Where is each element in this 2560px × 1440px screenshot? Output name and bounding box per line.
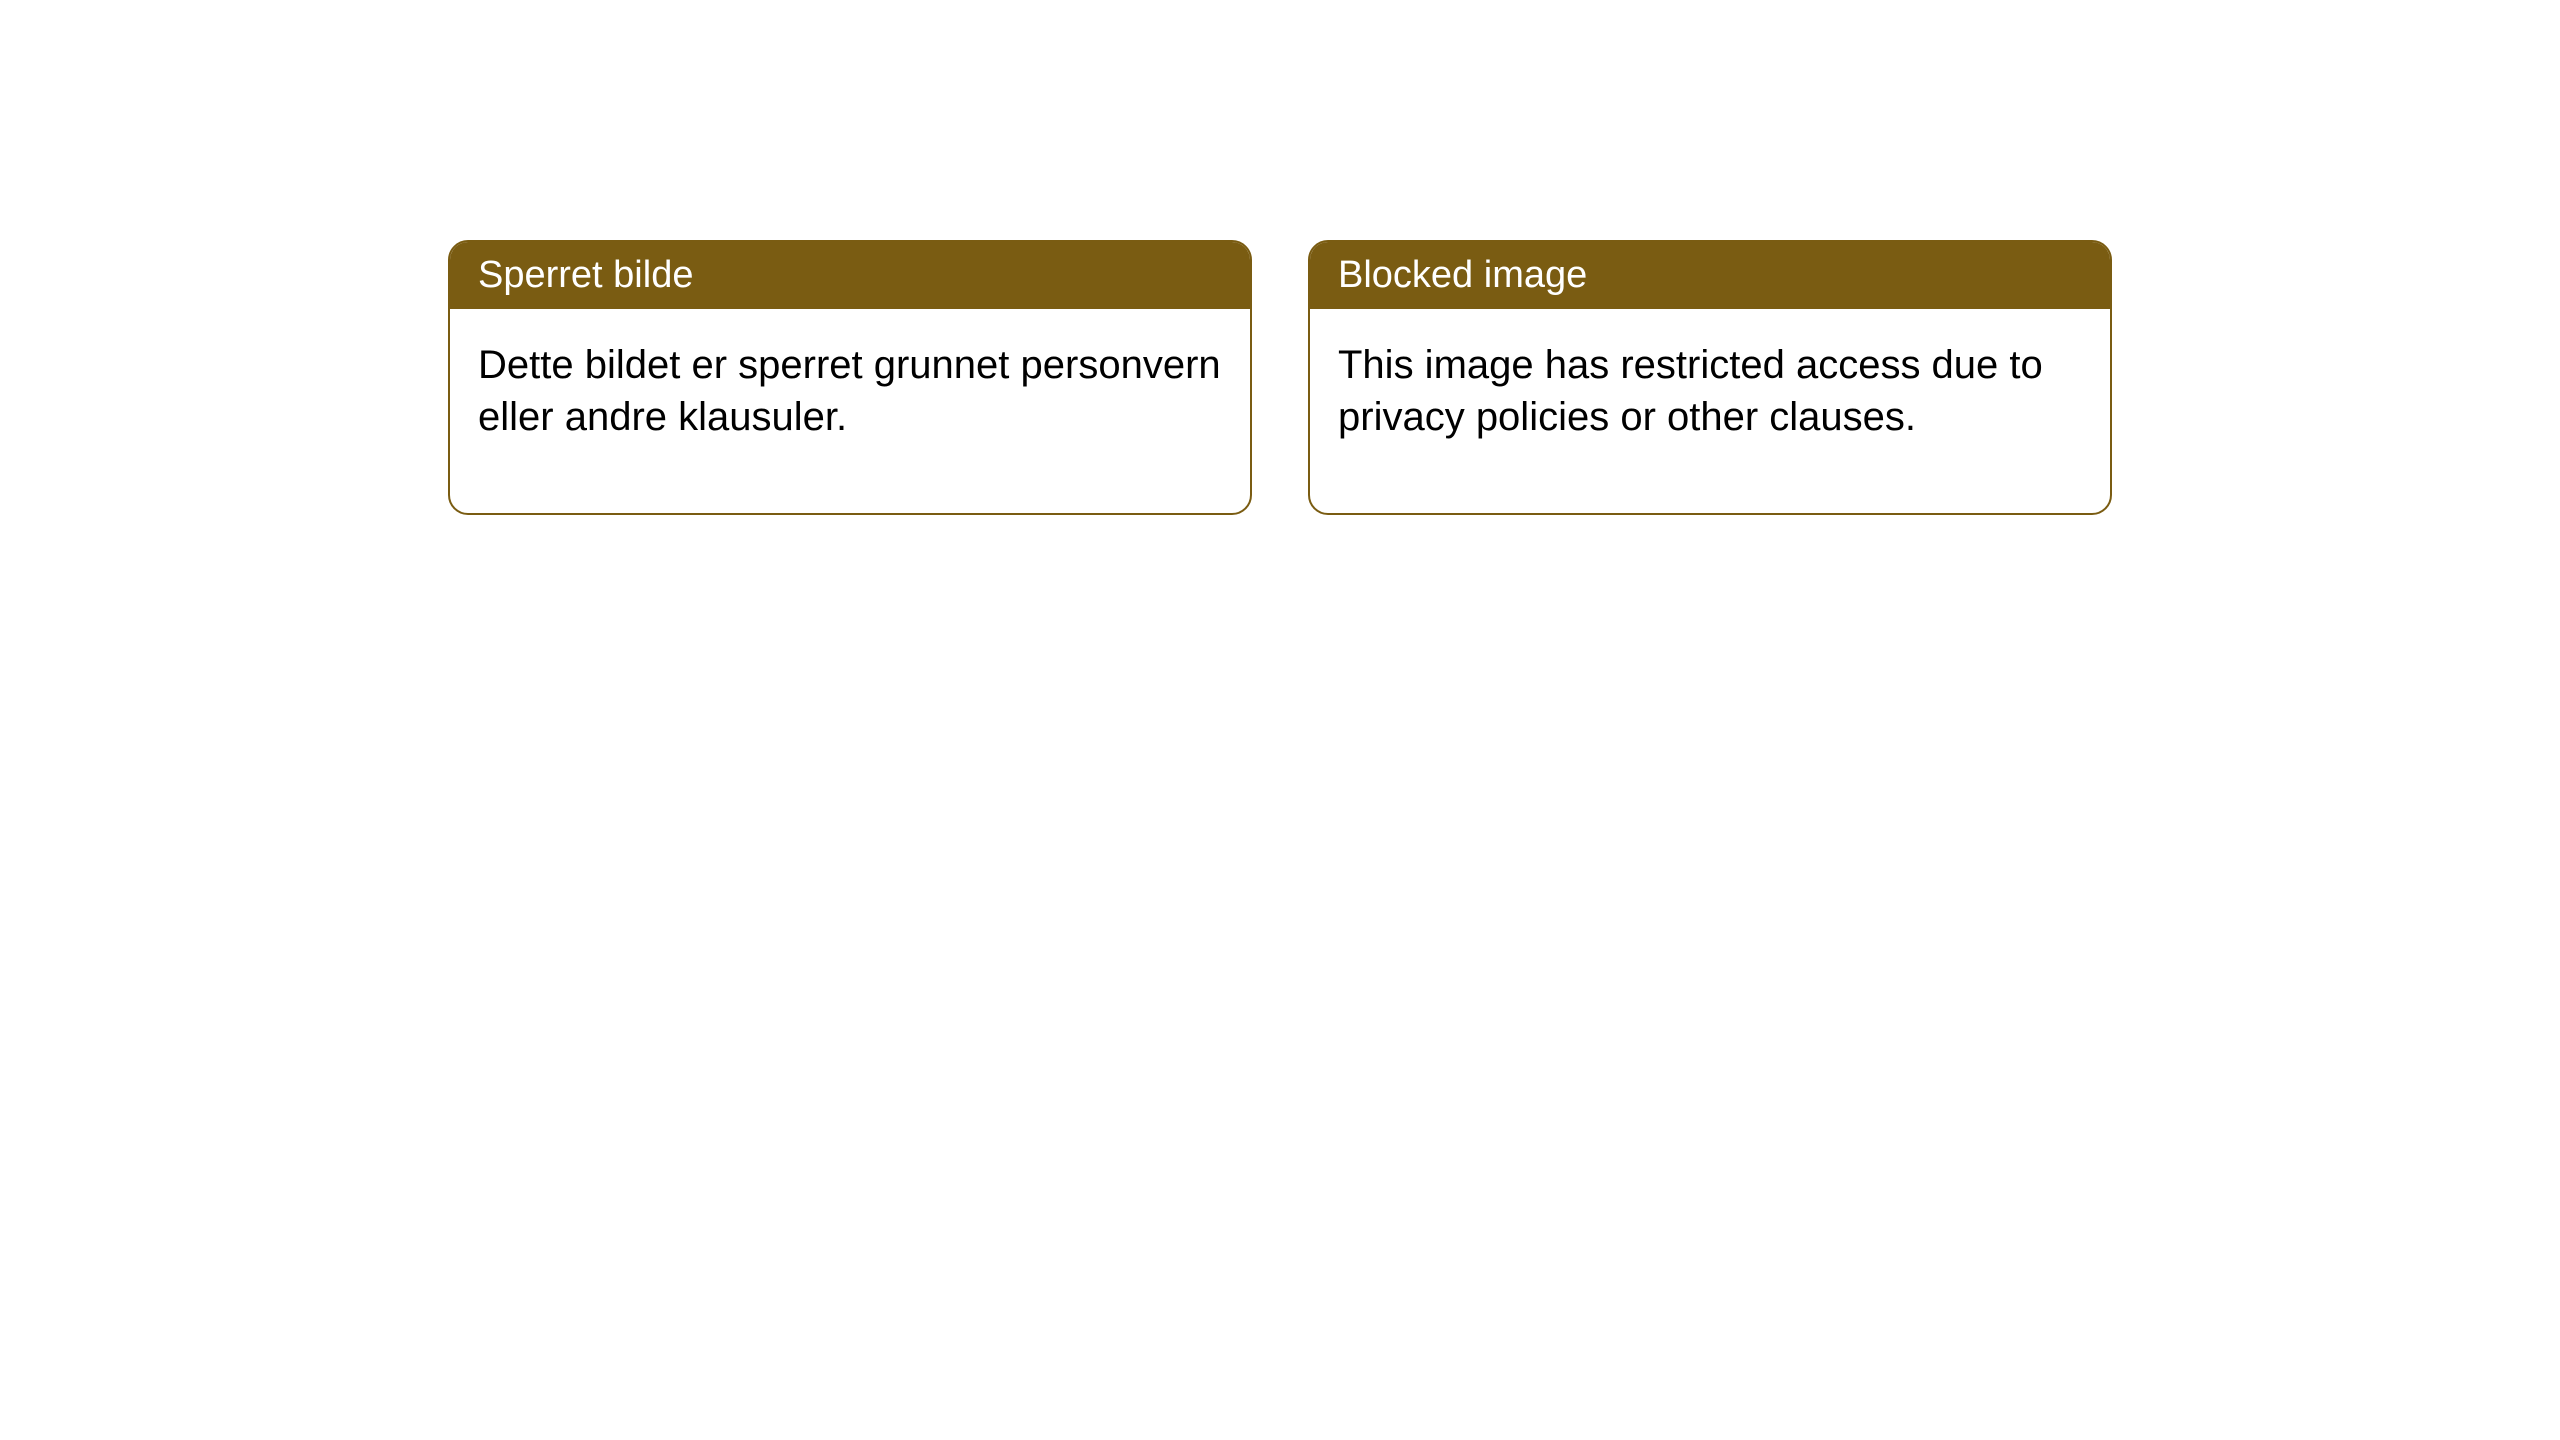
blocked-image-card-norwegian: Sperret bilde Dette bildet er sperret gr… [448,240,1252,515]
card-body-english: This image has restricted access due to … [1310,309,2110,513]
blocked-image-card-english: Blocked image This image has restricted … [1308,240,2112,515]
blocked-image-cards: Sperret bilde Dette bildet er sperret gr… [448,240,2560,515]
card-header-norwegian: Sperret bilde [450,242,1250,309]
card-body-norwegian: Dette bildet er sperret grunnet personve… [450,309,1250,513]
card-header-english: Blocked image [1310,242,2110,309]
